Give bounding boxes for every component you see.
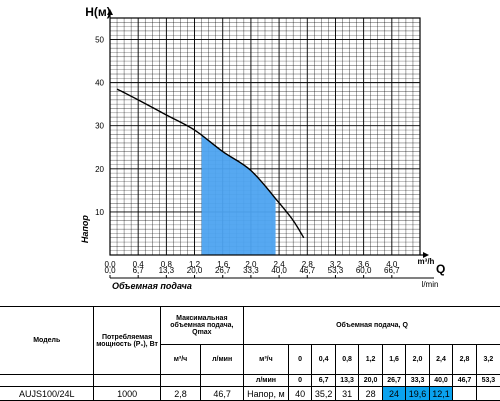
pump-curve-chart: 10 20 30 40 50 0,0 0,4 0,8 1,2 1,6 2,0 2,4 2,8 3,2 3,6… xyxy=(80,5,445,291)
x2-tick-label: 53,3 xyxy=(328,266,344,275)
y-axis-arrowhead xyxy=(107,9,113,15)
spacer-power xyxy=(93,374,161,387)
unit-lmin-flow: л/мин xyxy=(243,374,289,387)
head-value-7 xyxy=(452,386,477,401)
x-tick-label: 3,2 xyxy=(330,260,342,269)
head-value-6: 12,1 xyxy=(429,386,454,401)
head-value-4: 24 xyxy=(382,386,407,401)
flow-lmin-6: 40,0 xyxy=(429,374,454,387)
y-tick-label: 50 xyxy=(95,36,104,45)
spacer-qmax-lmin xyxy=(200,374,245,387)
x-axis-unit-lmin: l/min xyxy=(422,280,439,289)
x-tick-label: 1,6 xyxy=(217,260,229,269)
y-axis-side-label: Напор xyxy=(80,215,90,244)
unit-lmin-qmax: л/мин xyxy=(200,344,245,375)
flow-lmin-0: 0 xyxy=(288,374,313,387)
row-qmax-m3h: 2,8 xyxy=(160,386,202,401)
flow-lmin-3: 20,0 xyxy=(358,374,383,387)
flow-m3h-6: 2,4 xyxy=(429,344,454,375)
row-qmax-lmin: 46,7 xyxy=(200,386,245,401)
row-head-label: Напор, м xyxy=(243,386,289,401)
x2-tick-label: 40,0 xyxy=(271,266,287,275)
row-model: AUJS100/24L xyxy=(0,386,95,401)
x-axis-symbol-q: Q xyxy=(436,262,445,276)
x-axis-arrowhead xyxy=(423,252,429,258)
x-tick-label: 2,8 xyxy=(302,260,314,269)
x-tick-label: 0,8 xyxy=(161,260,173,269)
x-tick-label: 2,4 xyxy=(274,260,286,269)
x-tick-label: 2,0 xyxy=(245,260,257,269)
plot-frame xyxy=(109,17,421,256)
x2-tick-label: 26,7 xyxy=(215,266,231,275)
x-tick-label: 1,2 xyxy=(189,260,201,269)
col-header-qmax: Максимальная объемная подача, Qmax xyxy=(160,306,245,345)
x2-tick-label: 13,3 xyxy=(159,266,175,275)
flow-m3h-5: 2,0 xyxy=(405,344,430,375)
spacer-qmax-m3h xyxy=(160,374,202,387)
x-tick-label: 3,6 xyxy=(358,260,370,269)
x-axis-unit-m3h: m³/h xyxy=(418,257,435,266)
flow-lmin-7: 46,7 xyxy=(452,374,477,387)
flow-m3h-0: 0 xyxy=(288,344,313,375)
x2-tick-label: 46,7 xyxy=(299,266,315,275)
spacer-model xyxy=(0,374,95,387)
flow-m3h-4: 1,6 xyxy=(382,344,407,375)
col-header-power: Потребляемая мощность (P₁), Вт xyxy=(93,306,161,375)
x2-tick-label: 0,0 xyxy=(104,266,116,275)
flow-m3h-8: 3,2 xyxy=(476,344,500,375)
head-value-3: 28 xyxy=(358,386,383,401)
x2-tick-label: 20,0 xyxy=(187,266,203,275)
row-power: 1000 xyxy=(93,386,161,401)
head-value-2: 31 xyxy=(335,386,360,401)
col-header-flow: Объемная подача, Q xyxy=(243,306,500,345)
flow-m3h-3: 1,2 xyxy=(358,344,383,375)
x-tick-label: 0,4 xyxy=(133,260,145,269)
x2-tick-label: 6,7 xyxy=(133,266,145,275)
unit-m3h-qmax: м³/ч xyxy=(160,344,202,375)
working-range-area xyxy=(201,135,276,255)
head-value-0: 40 xyxy=(288,386,313,401)
unit-m3h-flow: м³/ч xyxy=(243,344,289,375)
flow-m3h-2: 0,8 xyxy=(335,344,360,375)
flow-m3h-1: 0,4 xyxy=(311,344,336,375)
pump-spec-table: Модель Потребляемая мощность (P₁), Вт Ма… xyxy=(0,306,500,401)
flow-lmin-5: 33,3 xyxy=(405,374,430,387)
y-tick-label: 20 xyxy=(95,165,104,174)
y-axis-title: H(м) xyxy=(85,5,111,19)
y-tick-label: 10 xyxy=(95,208,104,217)
pump-curve-line xyxy=(116,88,305,239)
x2-tick-label: 33,3 xyxy=(243,266,259,275)
flow-m3h-7: 2,8 xyxy=(452,344,477,375)
head-value-5: 19,6 xyxy=(405,386,430,401)
head-value-8 xyxy=(476,386,500,401)
y-tick-label: 30 xyxy=(95,122,104,131)
col-header-model: Модель xyxy=(0,306,95,375)
x-tick-label: 4,0 xyxy=(386,260,398,269)
flow-lmin-2: 13,3 xyxy=(335,374,360,387)
flow-lmin-1: 6,7 xyxy=(311,374,336,387)
x2-tick-label: 66,7 xyxy=(384,266,400,275)
head-value-1: 35,2 xyxy=(311,386,336,401)
flow-lmin-4: 26,7 xyxy=(382,374,407,387)
x2-tick-label: 60,0 xyxy=(356,266,372,275)
x-tick-label: 0,0 xyxy=(104,260,116,269)
y-tick-label: 40 xyxy=(95,79,104,88)
x-axis-bottom-title: Объемная подача xyxy=(112,281,192,291)
flow-lmin-8: 53,3 xyxy=(476,374,500,387)
pump-curve-svg: 10 20 30 40 50 0,0 0,4 0,8 1,2 1,6 2,0 2,4 2,8 3,2 3,6… xyxy=(80,5,445,291)
